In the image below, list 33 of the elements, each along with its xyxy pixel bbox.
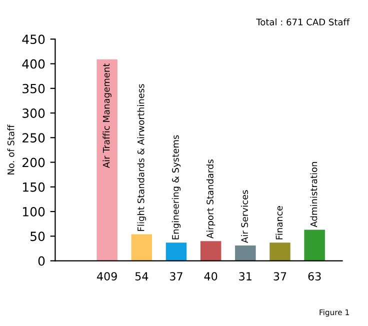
y-tick-label: 250 <box>22 133 45 143</box>
text: Total : 671 CAD Staff <box>256 18 350 26</box>
bar <box>166 242 187 261</box>
data-label: 31 <box>239 272 252 281</box>
y-tick-label: 0 <box>38 256 45 266</box>
data-label: 63 <box>308 272 321 281</box>
y-tick-label: 200 <box>22 158 45 168</box>
y-tick-label: 100 <box>22 207 45 216</box>
bar <box>270 242 290 261</box>
bar <box>200 241 222 261</box>
bar <box>304 230 325 261</box>
bar <box>235 246 256 261</box>
x-tick-label: Administration <box>310 162 318 228</box>
data-label: 37 <box>274 272 286 281</box>
data-label: 40 <box>204 272 218 281</box>
x-tick-label: Engineering & Systems <box>172 135 181 240</box>
y-tick-label: 400 <box>22 59 45 69</box>
bar <box>96 59 118 261</box>
y-tick-label: 150 <box>22 182 45 192</box>
x-tick-label: Air Services <box>241 190 248 243</box>
y-axis-title: No. of Staff <box>7 124 14 174</box>
y-tick-label: 350 <box>22 84 45 94</box>
data-label: 37 <box>170 272 182 281</box>
x-tick-label: Flight Standards & Airworthiness <box>137 84 146 231</box>
x-tick-label: Finance <box>276 206 283 240</box>
data-label: 409 <box>97 272 117 281</box>
y-tick-label: 450 <box>22 34 45 44</box>
y-tick-label: 50 <box>30 232 45 242</box>
data-label: 54 <box>135 272 148 281</box>
y-tick-label: 300 <box>22 108 45 118</box>
x-tick-label: Airport Standards <box>206 160 216 239</box>
x-tick-label: Air Traffic Management <box>102 63 112 168</box>
bar <box>131 234 152 261</box>
